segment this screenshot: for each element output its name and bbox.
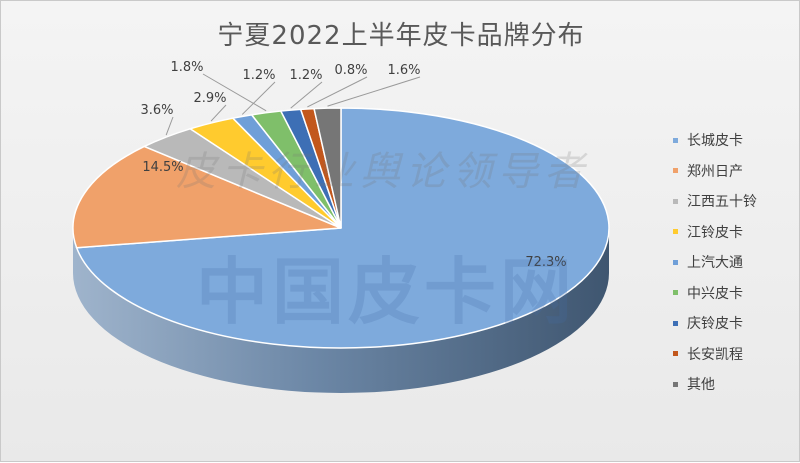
pie-leader-line <box>327 76 421 107</box>
legend-label: 江铃皮卡 <box>687 224 743 241</box>
pie-leader-line <box>290 81 323 109</box>
legend-item: 上汽大通 <box>673 247 793 278</box>
legend-swatch <box>673 381 678 387</box>
pie-leader-line <box>165 116 174 136</box>
legend-swatch <box>673 351 678 357</box>
pie-data-label: 2.9% <box>193 91 226 106</box>
pie-data-label: 72.3% <box>525 255 566 270</box>
legend-label: 长城皮卡 <box>687 133 743 150</box>
legend-label: 郑州日产 <box>687 163 743 180</box>
pie-data-label: 1.8% <box>170 60 203 75</box>
pie-data-label: 0.8% <box>334 63 367 78</box>
legend-label: 中兴皮卡 <box>687 285 743 302</box>
legend-item: 郑州日产 <box>673 156 793 187</box>
legend-item: 江西五十铃 <box>673 186 793 217</box>
legend-swatch <box>673 168 678 174</box>
legend-item: 长安凯程 <box>673 339 793 370</box>
legend-swatch <box>673 137 678 143</box>
legend-swatch <box>673 320 678 326</box>
pie-slice <box>313 107 342 229</box>
pie-data-label: 1.6% <box>387 63 420 78</box>
pie-data-label: 3.6% <box>140 103 173 118</box>
legend-swatch <box>673 198 678 204</box>
pie-leader-line <box>202 73 267 112</box>
legend-swatch <box>673 229 678 235</box>
pie-side-wall <box>73 228 609 393</box>
legend-swatch <box>673 259 678 265</box>
pie-data-label: 1.2% <box>242 68 275 83</box>
legend-item: 中兴皮卡 <box>673 278 793 309</box>
pie-leader-line <box>307 76 368 108</box>
pie-data-label: 14.5% <box>142 160 183 175</box>
legend-item: 江铃皮卡 <box>673 217 793 248</box>
legend-label: 长安凯程 <box>687 346 743 363</box>
pie-leader-line <box>241 81 276 115</box>
legend-label: 庆铃皮卡 <box>687 316 743 333</box>
legend-item: 其他 <box>673 369 793 400</box>
legend-item: 长城皮卡 <box>673 125 793 156</box>
pie-data-label: 1.2% <box>289 68 322 83</box>
legend-label: 江西五十铃 <box>687 194 757 211</box>
pie-slice <box>75 107 610 349</box>
pie-leader-line <box>210 104 227 122</box>
legend-label: 上汽大通 <box>687 255 743 272</box>
chart-legend: 长城皮卡郑州日产江西五十铃江铃皮卡上汽大通中兴皮卡庆铃皮卡长安凯程其他 <box>673 125 793 400</box>
legend-swatch <box>673 290 678 296</box>
chart-title: 宁夏2022上半年皮卡品牌分布 <box>217 21 585 51</box>
legend-item: 庆铃皮卡 <box>673 308 793 339</box>
legend-label: 其他 <box>687 377 715 394</box>
pie-slice <box>72 145 342 249</box>
